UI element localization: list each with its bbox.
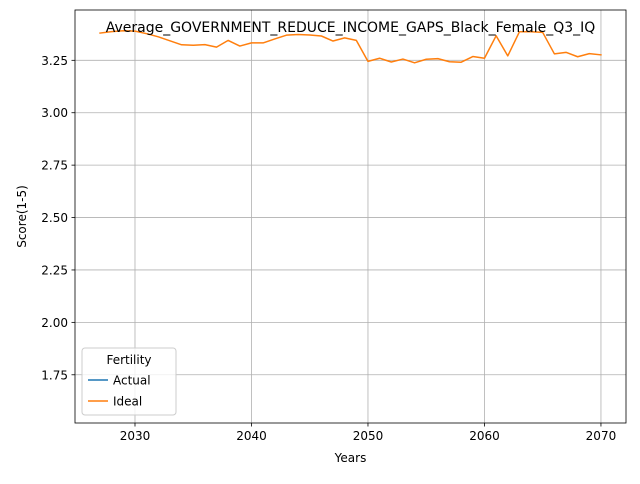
x-tick-label: 2030 — [120, 429, 151, 443]
legend-box — [81, 347, 177, 416]
y-tick-label: 3.00 — [41, 106, 68, 120]
y-tick-label: 2.75 — [41, 159, 68, 173]
x-tick-label: 2050 — [353, 429, 384, 443]
y-tick-label: 2.00 — [41, 316, 68, 330]
grid — [75, 10, 626, 423]
series-lines — [99, 30, 602, 64]
x-tick-label: 2070 — [586, 429, 617, 443]
legend: Fertility Actual Ideal — [81, 347, 177, 416]
plot-frame — [74, 9, 627, 424]
legend-label-ideal: Ideal — [113, 395, 142, 409]
axis-ticks: 2030 2040 2050 2060 2070 1.75 2.00 2.25 2.50 2.75… — [41, 54, 616, 443]
y-tick-label: 2.50 — [41, 211, 68, 225]
legend-label-actual: Actual — [113, 374, 151, 388]
y-tick-label: 3.25 — [41, 54, 68, 68]
y-tick-label: 2.25 — [41, 263, 68, 277]
x-tick-label: 2040 — [236, 429, 267, 443]
y-axis-label: Score(1-5) — [15, 185, 29, 248]
x-axis-label: Years — [334, 451, 367, 465]
series-line-ideal — [99, 30, 602, 64]
x-tick-label: 2060 — [469, 429, 500, 443]
chart-title: Average_GOVERNMENT_REDUCE_INCOME_GAPS_Bl… — [106, 20, 596, 36]
legend-title: Fertility — [106, 353, 151, 367]
y-tick-label: 1.75 — [41, 368, 68, 382]
